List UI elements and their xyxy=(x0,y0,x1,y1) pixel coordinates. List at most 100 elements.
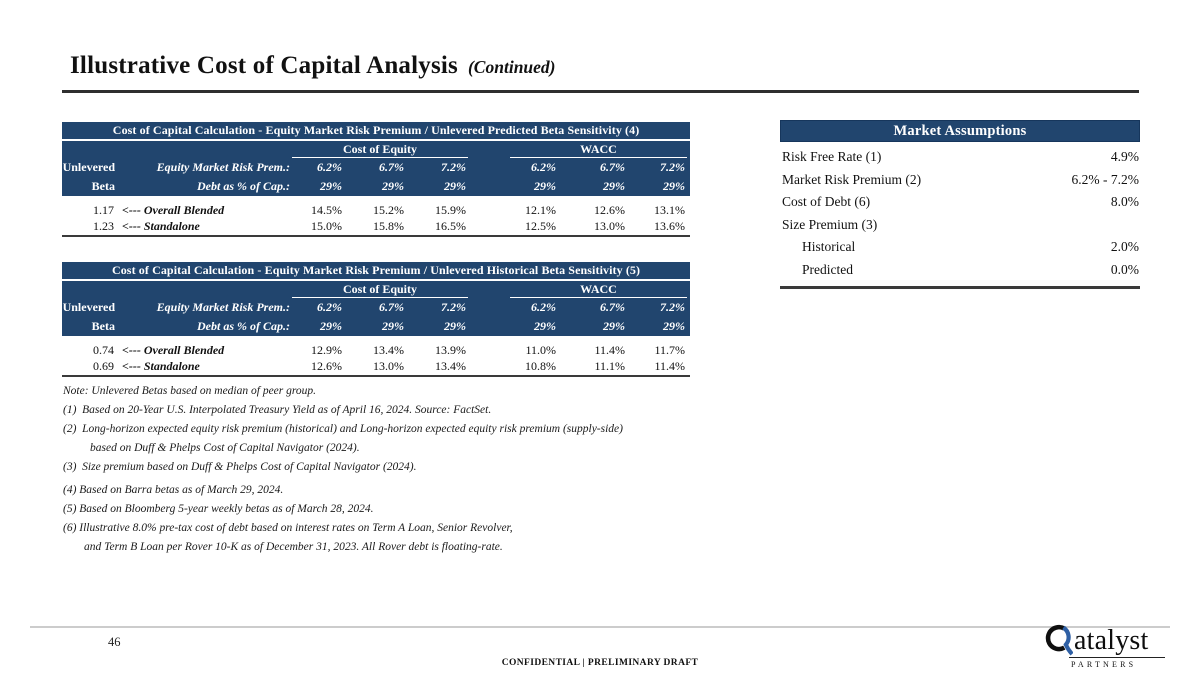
debt-value: 29% xyxy=(627,177,687,196)
emrp-value: 7.2% xyxy=(406,158,468,177)
debt-value: 29% xyxy=(344,177,406,196)
page-number: 46 xyxy=(108,635,121,649)
row-label: Predicted xyxy=(802,261,853,277)
emrp-value: 6.7% xyxy=(558,298,627,317)
emrp-label: Equity Market Risk Prem.: xyxy=(120,298,292,317)
row-label: <--- Standalone xyxy=(120,358,292,377)
table-row: 0.74 <--- Overall Blended 12.9% 13.4% 13… xyxy=(62,336,691,358)
value-cell: 15.2% xyxy=(344,196,406,218)
spacer-cell xyxy=(687,196,691,218)
qatalyst-wordmark-text: atalyst xyxy=(1074,625,1149,656)
table-title-row: Cost of Capital Calculation - Equity Mar… xyxy=(62,262,691,281)
row-label: Cost of Debt (6) xyxy=(782,194,871,210)
value-cell: 13.4% xyxy=(344,336,406,358)
spacer-cell xyxy=(468,336,510,358)
beta-label: Beta xyxy=(62,177,120,196)
market-row-size-premium: Size Premium (3) xyxy=(780,214,1140,237)
footnotes: Note: Unlevered Betas based on median of… xyxy=(63,382,643,557)
cost-of-equity-header: Cost of Equity xyxy=(292,281,468,298)
footnote-2-continued: based on Duff & Phelps Cost of Capital N… xyxy=(90,442,360,454)
confidential-label: CONFIDENTIAL | PRELIMINARY DRAFT xyxy=(501,658,699,668)
footnote-6: (6) Illustrative 8.0% pre-tax cost of de… xyxy=(63,522,513,534)
page-title: Illustrative Cost of Capital Analysis (C… xyxy=(70,52,556,80)
row-label: Historical xyxy=(802,239,856,255)
footnote-1: (1) Based on 20-Year U.S. Interpolated T… xyxy=(63,404,492,416)
market-row-historical: Historical 2.0% xyxy=(780,236,1140,259)
value-cell: 13.4% xyxy=(406,358,468,377)
value-cell: 15.8% xyxy=(344,218,406,237)
market-row-risk-free-rate: Risk Free Rate (1) 4.9% xyxy=(780,146,1140,169)
value-cell: 11.0% xyxy=(510,336,558,358)
emrp-header-row: Unlevered Equity Market Risk Prem.: 6.2%… xyxy=(62,158,691,177)
emrp-value: 6.2% xyxy=(292,158,344,177)
beta-value: 1.23 xyxy=(62,218,120,237)
spacer-cell xyxy=(468,281,510,298)
page-title-continued: (Continued) xyxy=(467,57,556,77)
beta-value: 0.74 xyxy=(62,336,120,358)
emrp-value: 6.7% xyxy=(558,158,627,177)
value-cell: 13.9% xyxy=(406,336,468,358)
market-assumptions-header: Market Assumptions xyxy=(780,120,1140,142)
wacc-header: WACC xyxy=(510,281,687,298)
page-title-text: Illustrative Cost of Capital Analysis xyxy=(70,52,458,79)
debt-value: 29% xyxy=(558,177,627,196)
beta-label: Beta xyxy=(62,317,120,336)
spacer-cell xyxy=(62,141,292,158)
sensitivity-table-historical-beta: Cost of Capital Calculation - Equity Mar… xyxy=(62,262,691,377)
emrp-value: 6.2% xyxy=(510,298,558,317)
spacer-cell xyxy=(687,336,691,358)
spacer-cell xyxy=(468,158,510,177)
emrp-value: 7.2% xyxy=(406,298,468,317)
value-cell: 15.0% xyxy=(292,218,344,237)
logo-partners-label: PARTNERS xyxy=(1071,660,1137,669)
spacer-cell xyxy=(468,298,510,317)
spacer-cell xyxy=(687,158,691,177)
market-row-predicted: Predicted 0.0% xyxy=(780,259,1140,282)
title-divider-rule xyxy=(62,90,1139,93)
spacer-cell xyxy=(687,218,691,237)
debt-label: Debt as % of Cap.: xyxy=(120,177,292,196)
emrp-value: 6.2% xyxy=(510,158,558,177)
spacer-cell xyxy=(687,141,691,158)
spacer-cell xyxy=(468,177,510,196)
value-cell: 12.9% xyxy=(292,336,344,358)
row-label: <--- Standalone xyxy=(120,218,292,237)
value-cell: 13.6% xyxy=(627,218,687,237)
debt-value: 29% xyxy=(510,177,558,196)
spacer-cell xyxy=(62,281,292,298)
footnote-note: Note: Unlevered Betas based on median of… xyxy=(63,385,317,397)
beta-value: 1.17 xyxy=(62,196,120,218)
footnote-6-continued: and Term B Loan per Rover 10-K as of Dec… xyxy=(84,541,503,553)
debt-header-row: Beta Debt as % of Cap.: 29% 29% 29% 29% … xyxy=(62,177,691,196)
footer-divider-rule xyxy=(30,626,1170,628)
debt-value: 29% xyxy=(406,317,468,336)
footnote-3: (3) Size premium based on Duff & Phelps … xyxy=(63,461,417,473)
qatalyst-q-icon xyxy=(1045,624,1073,656)
qatalyst-wordmark: atalyst xyxy=(1041,622,1167,656)
spacer-cell xyxy=(687,298,691,317)
table-title: Cost of Capital Calculation - Equity Mar… xyxy=(62,262,691,281)
value-cell: 12.6% xyxy=(558,196,627,218)
row-label: <--- Overall Blended xyxy=(120,336,292,358)
row-value: 4.9% xyxy=(1110,149,1139,165)
value-cell: 11.7% xyxy=(627,336,687,358)
row-value: 8.0% xyxy=(1110,194,1139,210)
row-value: 6.2% - 7.2% xyxy=(1071,171,1140,187)
debt-header-row: Beta Debt as % of Cap.: 29% 29% 29% 29% … xyxy=(62,317,691,336)
unlevered-label: Unlevered xyxy=(62,298,120,317)
emrp-label: Equity Market Risk Prem.: xyxy=(120,158,292,177)
value-cell: 13.0% xyxy=(558,218,627,237)
spacer-cell xyxy=(687,317,691,336)
value-cell: 12.5% xyxy=(510,218,558,237)
debt-value: 29% xyxy=(406,177,468,196)
group-header-row: Cost of Equity WACC xyxy=(62,141,691,158)
emrp-value: 6.7% xyxy=(344,158,406,177)
spacer-cell xyxy=(687,281,691,298)
row-label: Market Risk Premium (2) xyxy=(782,171,922,187)
value-cell: 11.4% xyxy=(558,336,627,358)
beta-value: 0.69 xyxy=(62,358,120,377)
value-cell: 11.1% xyxy=(558,358,627,377)
row-label: Size Premium (3) xyxy=(782,216,878,232)
emrp-value: 7.2% xyxy=(627,158,687,177)
debt-value: 29% xyxy=(627,317,687,336)
